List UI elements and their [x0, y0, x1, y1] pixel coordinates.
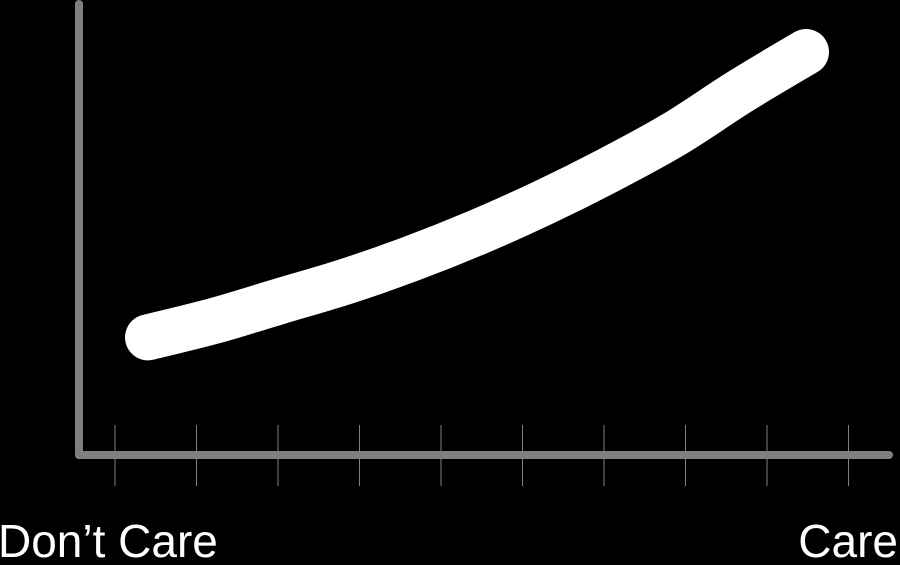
x-tick-label-left: Don’t Care — [0, 515, 218, 560]
x-tick-label-right: Care — [798, 515, 898, 560]
series-line — [125, 29, 829, 361]
